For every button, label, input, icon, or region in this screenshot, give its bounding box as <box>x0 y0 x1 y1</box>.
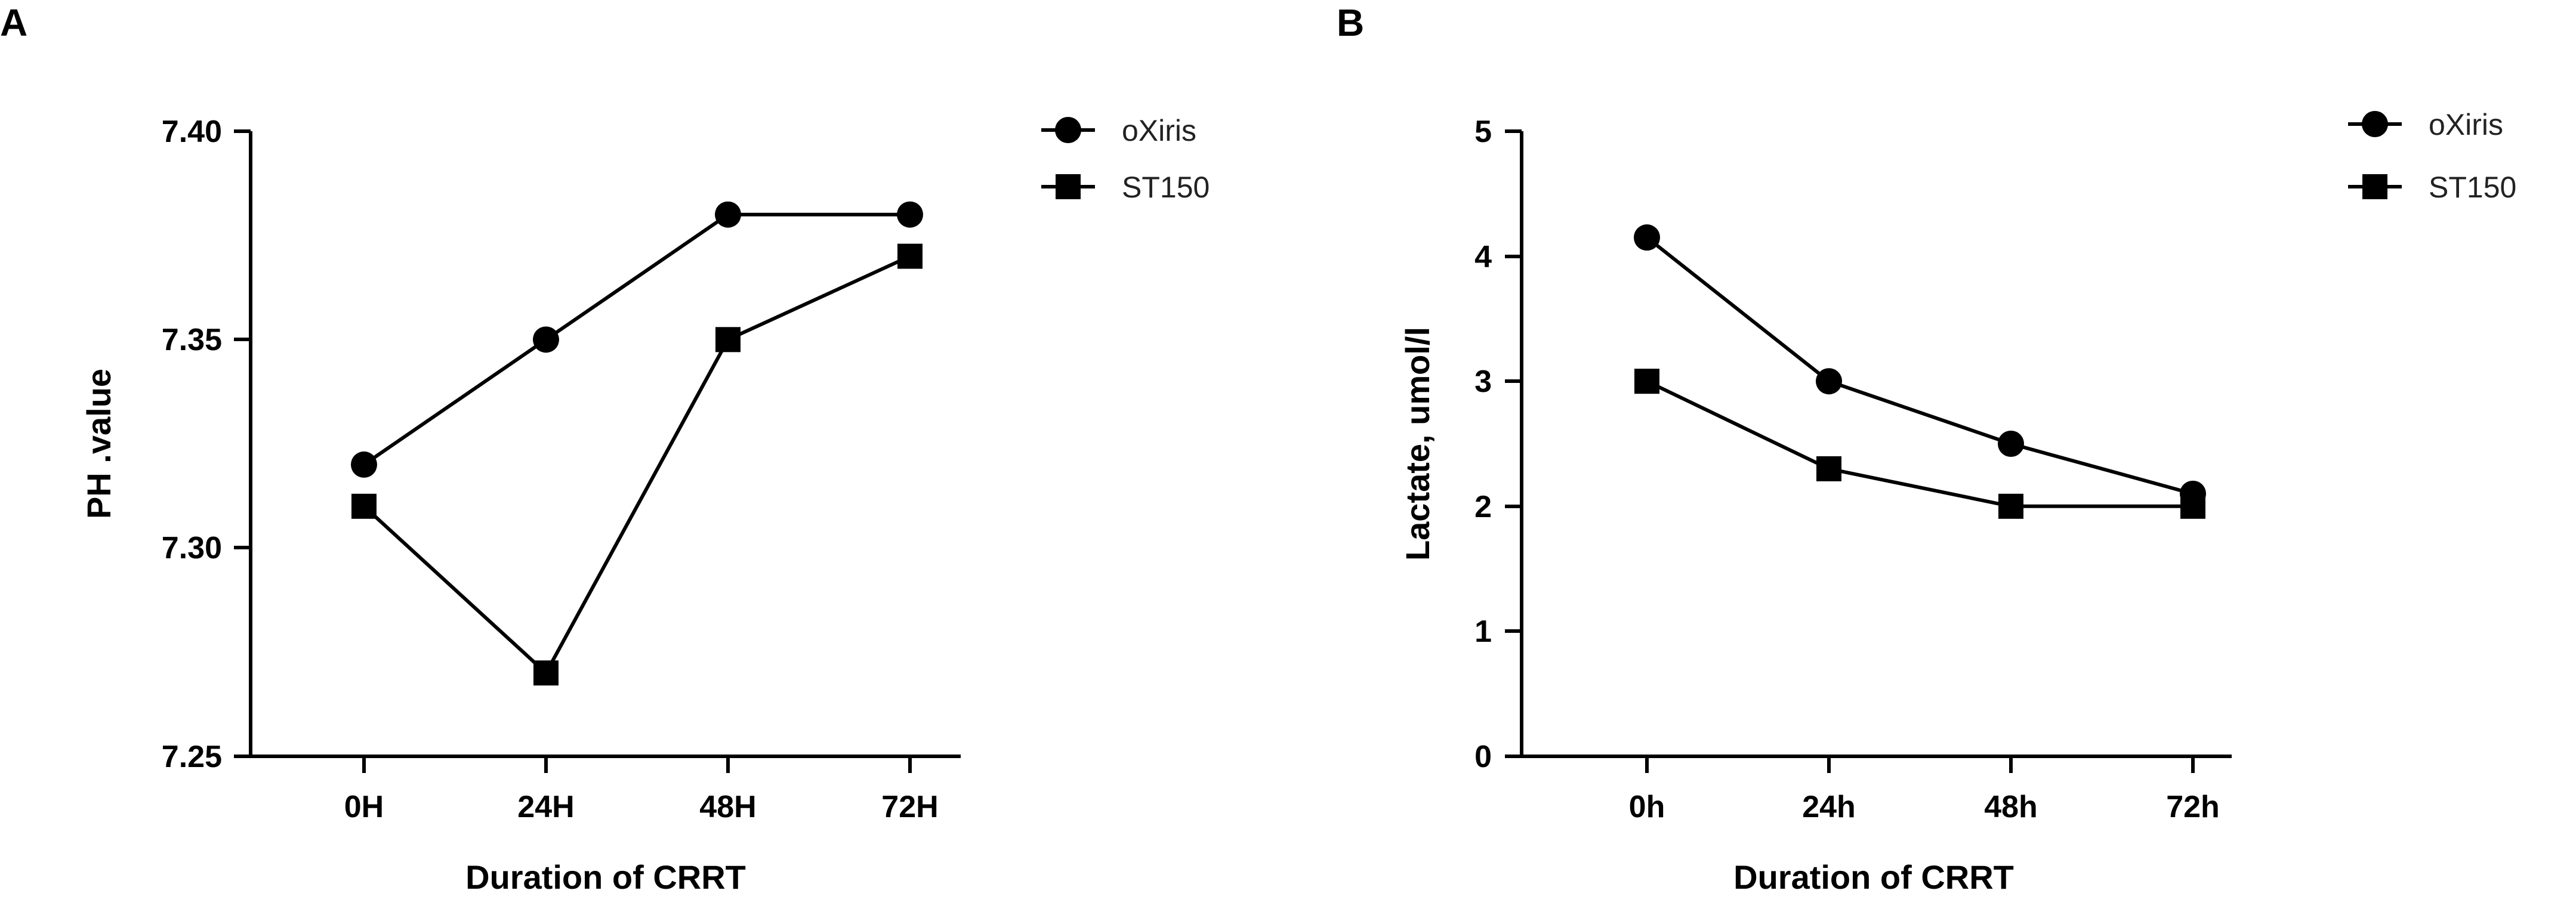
panel-b-series-oxiris <box>1634 224 2206 507</box>
data-point-st150 <box>715 327 741 353</box>
x-tick-label: 72h <box>2166 790 2220 824</box>
data-point-st150 <box>897 243 923 269</box>
data-point-oxiris <box>1634 224 1660 251</box>
data-point-oxiris <box>1816 368 1842 395</box>
panel-b: B 5 4 3 2 1 0 0h 24h 48h 72 <box>1337 1 2516 896</box>
series-line-st150 <box>362 254 911 676</box>
x-tick-label: 0H <box>344 790 384 824</box>
panel-a-letter: A <box>0 1 27 44</box>
legend-label-oxiris: oXiris <box>2429 108 2503 141</box>
y-tick-label: 1 <box>1474 614 1492 649</box>
panel-a-x-axis-title: Duration of CRRT <box>465 858 746 896</box>
y-tick-label: 5 <box>1474 115 1492 149</box>
panel-a: A 7.40 7.35 7.30 7.25 0H 24H 48H 72H D <box>0 1 1210 896</box>
y-tick-label: 7.25 <box>162 740 222 774</box>
y-tick-label: 0 <box>1474 740 1492 774</box>
data-point-st150 <box>1634 369 1659 394</box>
y-tick-label: 7.30 <box>162 531 222 565</box>
x-tick-label: 24h <box>1802 790 1856 824</box>
data-point-st150 <box>1998 493 2023 519</box>
x-tick-label: 0h <box>1629 790 1665 824</box>
legend-marker-square <box>2362 174 2387 199</box>
x-tick-label: 48h <box>1984 790 2038 824</box>
legend-label-st150: ST150 <box>1122 171 1210 204</box>
legend-label-oxiris: oXiris <box>1122 114 1196 147</box>
data-point-oxiris <box>897 201 923 228</box>
legend-marker-square <box>1056 174 1081 199</box>
panel-b-letter: B <box>1337 1 1364 44</box>
x-tick-label: 24H <box>517 790 574 824</box>
series-line-st150 <box>1646 379 2193 508</box>
panel-a-y-axis-title: PH .value <box>80 369 118 519</box>
data-point-st150 <box>2180 493 2205 519</box>
legend-marker-circle <box>2362 111 2388 137</box>
series-line-oxiris <box>363 212 910 466</box>
y-tick-label: 7.40 <box>162 115 222 149</box>
data-point-st150 <box>1816 456 1841 481</box>
panel-a-x-ticks: 0H 24H 48H 72H <box>344 756 939 824</box>
panel-b-legend: oXiris ST150 <box>2348 108 2516 204</box>
legend-label-st150: ST150 <box>2429 171 2516 204</box>
x-tick-label: 72H <box>881 790 938 824</box>
panel-b-series-st150 <box>1634 369 2205 519</box>
y-tick-label: 2 <box>1474 490 1492 524</box>
panel-a-legend: oXiris ST150 <box>1041 114 1210 204</box>
series-line-oxiris <box>1646 236 2194 496</box>
data-point-oxiris <box>715 201 741 228</box>
panel-b-y-axis-title: Lactate, umol/l <box>1399 327 1436 561</box>
panel-a-series-oxiris <box>351 201 923 478</box>
x-tick-label: 48H <box>699 790 756 824</box>
legend-marker-circle <box>1055 117 1081 143</box>
y-tick-label: 7.35 <box>162 323 222 357</box>
panel-a-series-st150 <box>351 243 923 686</box>
panel-b-x-axis-title: Duration of CRRT <box>1733 858 2014 896</box>
y-tick-label: 3 <box>1474 364 1492 399</box>
y-tick-label: 4 <box>1474 240 1492 274</box>
data-point-oxiris <box>351 451 377 478</box>
data-point-st150 <box>351 493 377 519</box>
panel-b-x-ticks: 0h 24h 48h 72h <box>1629 756 2220 824</box>
data-point-oxiris <box>1998 431 2024 457</box>
data-point-oxiris <box>533 326 559 353</box>
data-point-st150 <box>533 660 559 686</box>
panel-b-y-ticks: 5 4 3 2 1 0 <box>1474 115 1522 774</box>
panel-a-y-ticks: 7.40 7.35 7.30 7.25 <box>162 115 251 774</box>
